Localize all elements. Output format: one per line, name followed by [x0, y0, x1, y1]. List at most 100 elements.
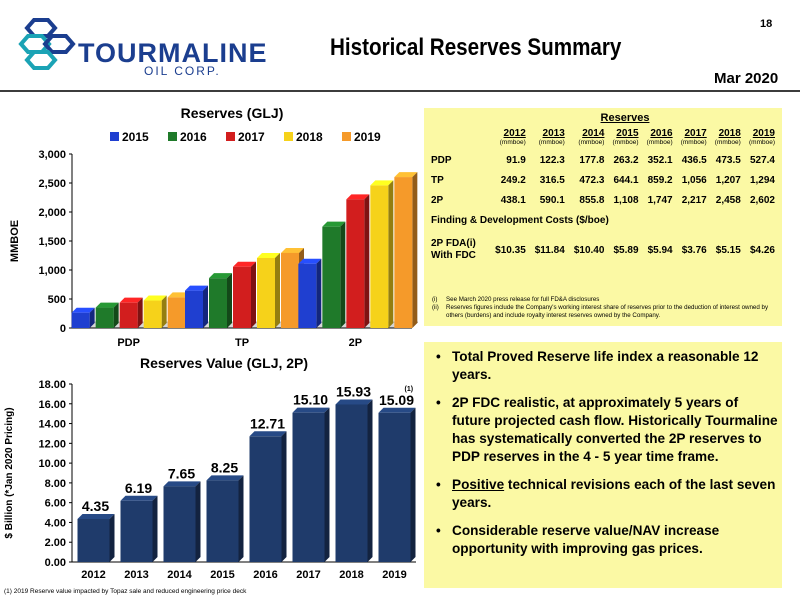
page-number: 18	[760, 18, 773, 30]
fdc-cell: $4.26	[749, 244, 775, 256]
table-cell: 1,108	[613, 194, 639, 206]
y-tick-label: 0	[60, 323, 66, 335]
fdc-cell: $3.76	[681, 244, 707, 256]
table-year-header: 2018	[718, 128, 741, 139]
chart-title: Reserves Value (GLJ, 2P)	[140, 355, 308, 371]
table-units-row: (mmboe) (mmboe) (mmboe) (mmboe) (mmboe) (mmbo…	[430, 139, 776, 150]
y-tick-label: 14.00	[38, 419, 66, 431]
header-divider	[0, 90, 800, 92]
y-tick-label: 12.00	[38, 438, 66, 450]
y-tick-label: 6.00	[45, 498, 66, 510]
bar	[77, 513, 115, 562]
table-unit-cell: (mmboe)	[646, 139, 673, 146]
table-year-header: 2017	[684, 128, 707, 139]
table-cell: 177.8	[579, 154, 605, 166]
table-unit-cell: (mmboe)	[538, 139, 565, 146]
footnote-number: (ii)	[432, 304, 439, 311]
highlights-panel	[424, 342, 782, 588]
x-tick-label: 2013	[124, 569, 148, 581]
y-tick-label: 2.00	[45, 537, 66, 549]
bar	[120, 495, 158, 562]
footnote-text: See March 2020 press release for full FD…	[446, 296, 600, 303]
legend-swatch	[168, 132, 177, 141]
bar	[249, 431, 287, 562]
legend-swatch	[226, 132, 235, 141]
legend-label: 2019	[354, 130, 381, 144]
bullet-dot-icon: •	[436, 523, 441, 538]
bar	[95, 302, 119, 328]
bar	[346, 194, 370, 328]
bullet-dot-icon: •	[436, 349, 441, 364]
data-label: 15.93	[336, 383, 371, 399]
table-corner	[430, 124, 487, 139]
reserves-table: 2012 2013 2014 2015 2016 2017 2018 2019 (mmboe)(…	[430, 124, 776, 262]
x-tick-label: TP	[235, 337, 249, 349]
table-cell: 263.2	[613, 154, 639, 166]
bar	[335, 399, 373, 562]
highlight-item: • Considerable reserve value/NAV increase…	[432, 522, 778, 558]
table-cell: 436.5	[681, 154, 707, 166]
table-year-header: 2019	[752, 128, 775, 139]
highlights-list: • Total Proved Reserve life index a reaso…	[432, 348, 778, 568]
highlight-text: Total Proved Reserve life index a reason…	[452, 349, 759, 382]
table-cell: 352.1	[647, 154, 673, 166]
legend-swatch	[110, 132, 119, 141]
y-tick-label: 4.00	[45, 517, 66, 529]
reserves-footnotes: (i) See March 2020 press release for full…	[432, 296, 782, 320]
bar	[209, 273, 232, 328]
table-unit-cell: (mmboe)	[499, 139, 526, 146]
y-tick-label: 8.00	[45, 478, 66, 490]
table-row: 2P 438.1 590.1 855.8 1,108 1,747 2,217 2,458 2,6…	[430, 190, 776, 210]
fdc-title-row: Finding & Development Costs ($/boe)	[430, 210, 776, 230]
bar	[292, 407, 330, 562]
data-label: 15.09	[379, 392, 414, 408]
table-corner	[430, 139, 487, 150]
highlight-item: • 2P FDC realistic, at approximately 5 ye…	[432, 394, 778, 466]
table-cell: 1,294	[749, 174, 775, 186]
table-cell: 2,458	[715, 194, 741, 206]
y-tick-label: 500	[48, 294, 66, 306]
y-tick-label: 0.00	[45, 557, 66, 569]
fdc-row: 2P FDA(i) With FDC $10.35 $11.84 $10.40 $5.89…	[430, 230, 776, 262]
reserves-table-title: Reserves	[600, 112, 650, 124]
y-tick-label: 10.00	[38, 458, 66, 470]
fdc-cell: $10.40	[573, 244, 605, 256]
bar	[370, 180, 394, 328]
x-tick-label: 2016	[253, 569, 277, 581]
table-cell: 859.2	[647, 174, 673, 186]
chart-title: Reserves (GLJ)	[181, 105, 284, 121]
table-cell: 91.9	[506, 154, 526, 166]
bar	[143, 295, 167, 328]
bar	[257, 252, 280, 328]
table-row-label: 2P	[431, 194, 444, 206]
table-cell: 438.1	[500, 194, 526, 206]
bar	[322, 221, 346, 328]
table-cell: 590.1	[539, 194, 565, 206]
table-unit-cell: (mmboe)	[714, 139, 741, 146]
page-title: Historical Reserves Summary	[330, 34, 622, 61]
table-unit-cell: (mmboe)	[748, 139, 775, 146]
highlight-emphasis: Positive	[452, 477, 505, 492]
data-label: 15.10	[293, 392, 328, 408]
table-cell: 527.4	[749, 154, 775, 166]
bar	[298, 258, 322, 328]
table-row-label: PDP	[431, 154, 452, 166]
reserves-table-panel	[424, 108, 782, 326]
table-cell: 472.3	[579, 174, 605, 186]
logo-subtitle: OIL CORP.	[144, 64, 221, 78]
y-tick-label: 18.00	[38, 379, 66, 391]
table-cell: 2,602	[749, 194, 775, 206]
reserves-chart: Reserves (GLJ) 2015 2016 2017 2018 2019 MMBOE 0…	[9, 105, 419, 349]
table-year-header: 2012	[503, 128, 526, 139]
legend-label: 2018	[296, 130, 323, 144]
footnote: (i) See March 2020 press release for full…	[432, 296, 782, 304]
footnote-number: (i)	[432, 296, 438, 303]
x-tick-label: 2017	[296, 569, 320, 581]
fdc-cell: $11.84	[534, 244, 565, 256]
y-tick-label: 16.00	[38, 399, 66, 411]
highlight-text: technical revisions each of the last sev…	[452, 477, 776, 510]
x-tick-label: 2018	[339, 569, 363, 581]
bar	[119, 297, 143, 328]
table-year-header: 2015	[616, 128, 639, 139]
table-row-label: TP	[431, 174, 444, 186]
